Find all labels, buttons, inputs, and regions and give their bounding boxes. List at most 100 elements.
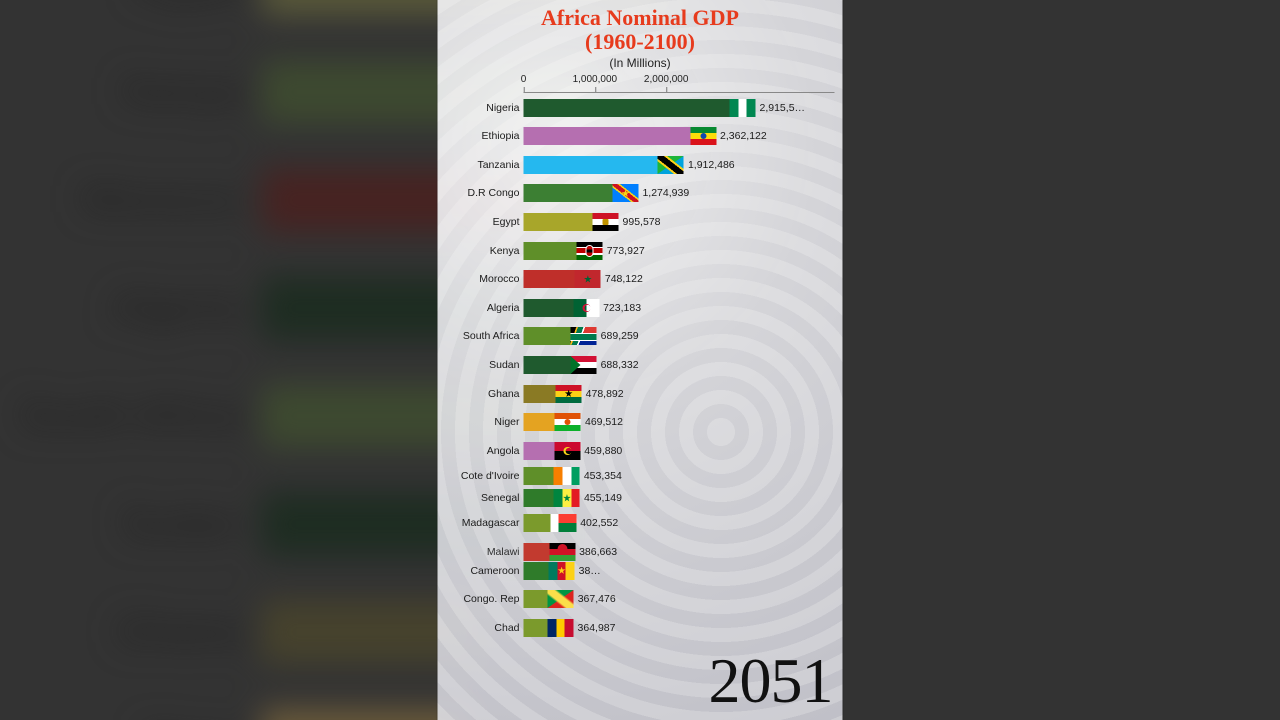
- bar-row: Nigeria2,915,5…: [524, 93, 835, 122]
- madagascar-flag-icon: [550, 514, 576, 532]
- southafrica-flag-icon: [571, 327, 597, 345]
- bar-row: Tanzania1,912,486: [524, 151, 835, 180]
- country-label: Tanzania: [438, 159, 524, 171]
- bar-value: 478,892: [586, 388, 624, 400]
- algeria-flag-icon: [573, 299, 599, 317]
- angola-flag-icon: [554, 442, 580, 460]
- bar-value: 38…: [579, 565, 601, 577]
- bar-row: South Africa689,259: [524, 322, 835, 351]
- bar-value: 364,987: [578, 622, 616, 634]
- sudan-flag-icon: [571, 356, 597, 374]
- bar-value: 1,274,939: [642, 187, 689, 199]
- bar-row: Ghana478,892: [524, 379, 835, 408]
- congorep-flag-icon: [548, 590, 574, 608]
- bar-value: 402,552: [580, 517, 618, 529]
- bar: [524, 99, 732, 117]
- bar-value: 367,476: [578, 593, 616, 605]
- bar-row: Cameroon38…: [524, 556, 835, 585]
- country-label: Kenya: [438, 245, 524, 257]
- ghana-flag-icon: [556, 385, 582, 403]
- x-axis: 01,000,0002,000,000: [524, 74, 835, 92]
- country-label: Madagascar: [438, 517, 524, 529]
- niger-flag-icon: [555, 413, 581, 431]
- bar-value: 995,578: [623, 216, 661, 228]
- country-label: Cote d'Ivoire: [438, 470, 524, 482]
- bar: [524, 242, 579, 260]
- kenya-flag-icon: [577, 242, 603, 260]
- bar: [524, 514, 553, 532]
- country-label: Sudan: [438, 359, 524, 371]
- bar-value: 469,512: [585, 416, 623, 428]
- bar-value: 773,927: [607, 245, 645, 257]
- bar-value: 1,912,486: [688, 159, 735, 171]
- country-label: Cameroon: [438, 565, 524, 577]
- bar-row: Angola459,880: [524, 437, 835, 466]
- bar: [524, 270, 577, 288]
- bar-value: 2,362,122: [720, 130, 767, 142]
- nigeria-flag-icon: [730, 99, 756, 117]
- bar: [524, 442, 557, 460]
- country-label: Malawi: [438, 546, 524, 558]
- bar: [524, 184, 615, 202]
- country-label: Nigeria: [438, 102, 524, 114]
- country-label: Morocco: [438, 273, 524, 285]
- x-axis-tick: 0: [521, 74, 527, 85]
- bar-value: 748,122: [605, 273, 643, 285]
- bar-chart: 01,000,0002,000,000 Nigeria2,915,5…Ethio…: [524, 74, 835, 684]
- country-label: Senegal: [438, 492, 524, 504]
- bar-row: Morocco748,122: [524, 265, 835, 294]
- chart-title: Africa Nominal GDP (1960-2100): [438, 0, 843, 54]
- bar-value: 455,149: [584, 492, 622, 504]
- bar-value: 688,332: [601, 359, 639, 371]
- bar: [524, 413, 557, 431]
- bar: [524, 489, 556, 507]
- year-stamp: 2051: [709, 644, 833, 718]
- bar: [524, 356, 573, 374]
- country-label: Ethiopia: [438, 130, 524, 142]
- country-label: Ghana: [438, 388, 524, 400]
- bar: [524, 467, 556, 485]
- bar: [524, 127, 693, 145]
- bar-value: 723,183: [603, 302, 641, 314]
- country-label: D.R Congo: [438, 187, 524, 199]
- egypt-flag-icon: [593, 213, 619, 231]
- bar-row: Cote d'Ivoire453,354: [524, 465, 835, 487]
- drcongo-flag-icon: [612, 184, 638, 202]
- bar-row: Congo. Rep367,476: [524, 585, 835, 614]
- bar-row: Ethiopia2,362,122: [524, 122, 835, 151]
- bar-row: Niger469,512: [524, 408, 835, 437]
- senegal-flag-icon: [554, 489, 580, 507]
- x-axis-tick: 2,000,000: [644, 74, 689, 85]
- cameroon-flag-icon: [549, 562, 575, 580]
- country-label: Niger: [438, 416, 524, 428]
- bar: [524, 327, 573, 345]
- country-label: Chad: [438, 622, 524, 634]
- bar-value: 453,354: [584, 470, 622, 482]
- country-label: South Africa: [438, 330, 524, 342]
- country-label: Egypt: [438, 216, 524, 228]
- chad-flag-icon: [548, 619, 574, 637]
- country-label: Angola: [438, 445, 524, 457]
- bar: [524, 590, 550, 608]
- bar: [524, 299, 576, 317]
- bar-value: 459,880: [584, 445, 622, 457]
- bar-row: Sudan688,332: [524, 351, 835, 380]
- country-label: Algeria: [438, 302, 524, 314]
- bar: [524, 156, 660, 174]
- bar-value: 2,915,5…: [760, 102, 806, 114]
- title-line-1: Africa Nominal GDP: [541, 5, 739, 30]
- bar-row: Senegal455,149: [524, 487, 835, 509]
- bar-row: Algeria723,183: [524, 294, 835, 323]
- bar: [524, 562, 551, 580]
- bar-row: Chad364,987: [524, 613, 835, 642]
- tanzania-flag-icon: [658, 156, 684, 174]
- title-line-2: (1960-2100): [585, 29, 695, 54]
- bar-row: Egypt995,578: [524, 208, 835, 237]
- bar-row: Madagascar402,552: [524, 509, 835, 538]
- country-label: Congo. Rep: [438, 593, 524, 605]
- bar-row: D.R Congo1,274,939: [524, 179, 835, 208]
- chart-panel: Africa Nominal GDP (1960-2100) (In Milli…: [438, 0, 843, 720]
- bar: [524, 213, 595, 231]
- ethiopia-flag-icon: [690, 127, 716, 145]
- bar-value: 689,259: [601, 330, 639, 342]
